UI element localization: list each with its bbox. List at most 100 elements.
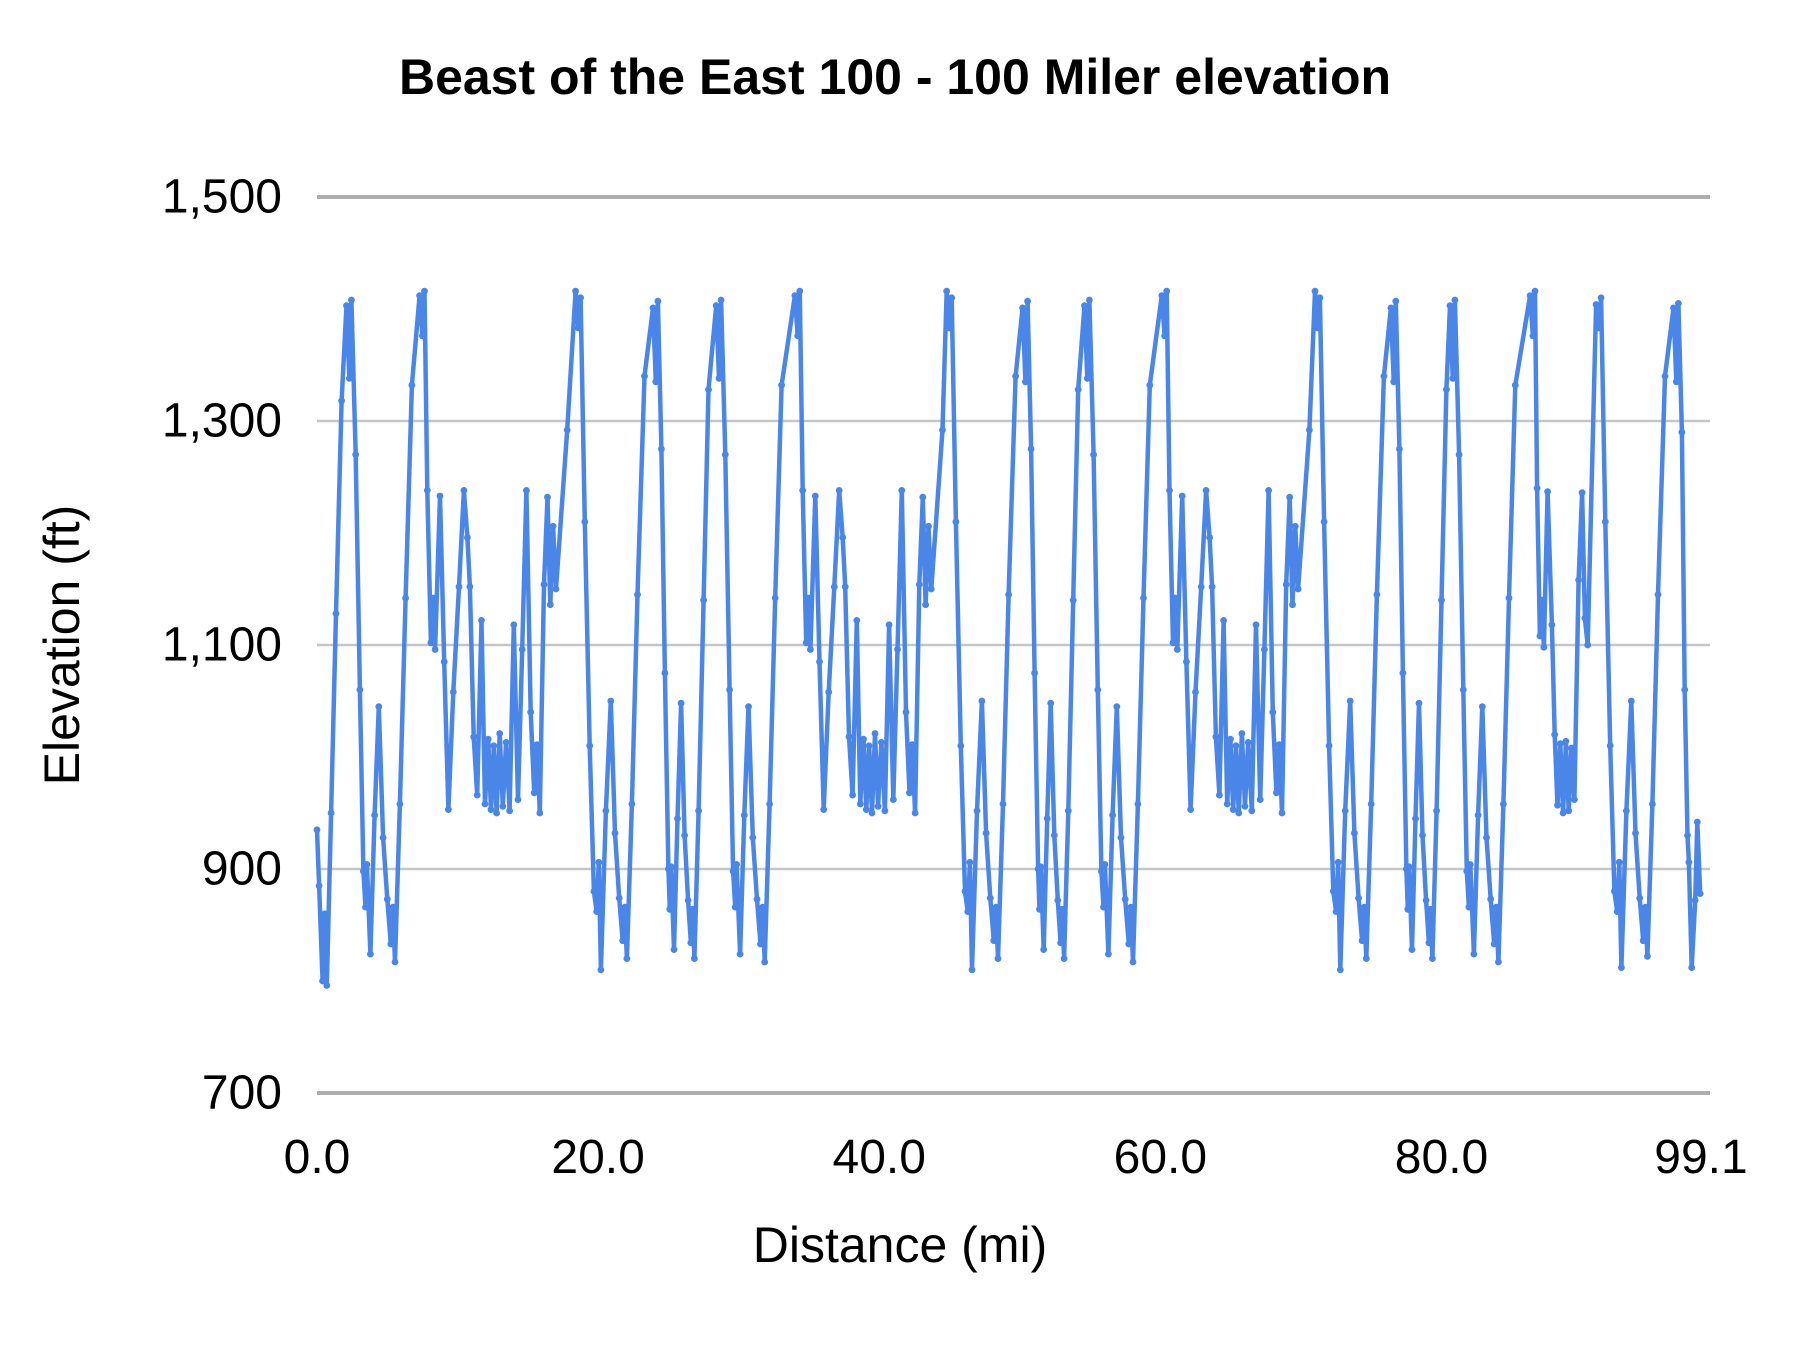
data-point	[964, 908, 972, 915]
data-point	[416, 292, 423, 299]
data-point	[621, 903, 629, 911]
data-point	[1169, 639, 1177, 647]
data-point	[1688, 964, 1696, 971]
data-point	[1074, 386, 1082, 393]
data-point	[597, 966, 605, 974]
data-point	[1367, 800, 1375, 808]
data-point	[499, 802, 507, 810]
data-point	[1291, 522, 1299, 530]
data-point	[518, 646, 526, 653]
data-point	[1470, 950, 1478, 958]
elevation-line-series	[314, 288, 1703, 988]
data-point	[889, 796, 897, 803]
data-point	[1540, 643, 1548, 651]
data-point	[1639, 937, 1647, 945]
data-point	[391, 958, 399, 966]
data-point	[408, 381, 416, 389]
data-point	[839, 534, 847, 541]
data-point	[862, 806, 870, 813]
data-point	[681, 832, 688, 839]
data-point	[898, 487, 906, 494]
data-point	[830, 583, 838, 591]
data-point	[544, 493, 551, 501]
data-point	[1681, 686, 1689, 694]
data-point	[427, 639, 435, 647]
data-point	[1022, 378, 1029, 386]
data-point	[700, 596, 707, 604]
data-point	[338, 397, 345, 405]
data-point	[533, 741, 541, 749]
data-point	[1094, 686, 1102, 694]
data-point	[1554, 801, 1561, 809]
data-point	[753, 895, 761, 903]
data-point	[496, 730, 504, 737]
data-point	[761, 958, 769, 966]
data-point	[375, 703, 383, 710]
data-point	[667, 863, 675, 871]
data-point	[687, 939, 695, 947]
data-point	[1641, 903, 1649, 911]
data-point	[549, 522, 557, 530]
data-point	[1329, 888, 1337, 895]
data-point	[894, 646, 901, 653]
data-point	[1500, 800, 1507, 808]
data-point	[1316, 294, 1324, 302]
data-point	[868, 809, 876, 817]
data-point	[835, 487, 843, 494]
data-point	[1227, 735, 1234, 743]
data-point	[927, 585, 935, 593]
data-point	[315, 882, 323, 890]
data-point	[530, 789, 538, 797]
data-point	[593, 908, 601, 915]
data-point	[628, 800, 636, 808]
data-point	[778, 381, 785, 389]
data-point	[1220, 617, 1227, 624]
data-point	[455, 583, 463, 591]
data-point	[431, 646, 439, 653]
data-point	[1360, 903, 1368, 911]
data-point	[1024, 297, 1031, 305]
data-point	[607, 697, 615, 705]
data-point	[670, 946, 678, 953]
data-point	[575, 324, 582, 332]
data-point	[1306, 426, 1313, 434]
data-point	[674, 815, 681, 822]
data-point	[1483, 834, 1490, 841]
data-point	[1487, 895, 1495, 903]
data-point	[1533, 484, 1541, 492]
data-point	[1064, 807, 1072, 815]
data-point	[1081, 302, 1088, 309]
data-point	[1216, 791, 1223, 799]
data-point	[1531, 287, 1539, 295]
data-point	[816, 658, 823, 666]
data-point	[348, 296, 355, 304]
data-point	[978, 697, 986, 705]
data-point	[666, 905, 674, 913]
data-point	[1252, 621, 1260, 629]
data-point	[796, 287, 804, 295]
data-point	[973, 807, 981, 815]
data-point	[1043, 815, 1051, 822]
data-point	[860, 735, 867, 743]
data-point	[943, 287, 951, 295]
data-point	[733, 861, 740, 868]
data-point	[1362, 955, 1370, 962]
data-point	[874, 802, 882, 810]
data-point	[986, 894, 994, 902]
data-point	[966, 858, 974, 866]
data-point	[677, 699, 685, 707]
data-point	[1202, 487, 1210, 494]
data-point	[1140, 594, 1147, 602]
data-point	[1273, 789, 1280, 797]
data-point	[1427, 905, 1434, 913]
data-point	[1261, 646, 1268, 653]
data-point	[759, 903, 766, 911]
data-point	[1571, 796, 1578, 803]
data-point	[402, 594, 409, 602]
data-point	[990, 937, 998, 945]
data-point	[1206, 534, 1213, 541]
data-point	[383, 895, 391, 903]
x-tick-label-80.0: 80.0	[1394, 1131, 1489, 1184]
data-point	[611, 829, 619, 837]
